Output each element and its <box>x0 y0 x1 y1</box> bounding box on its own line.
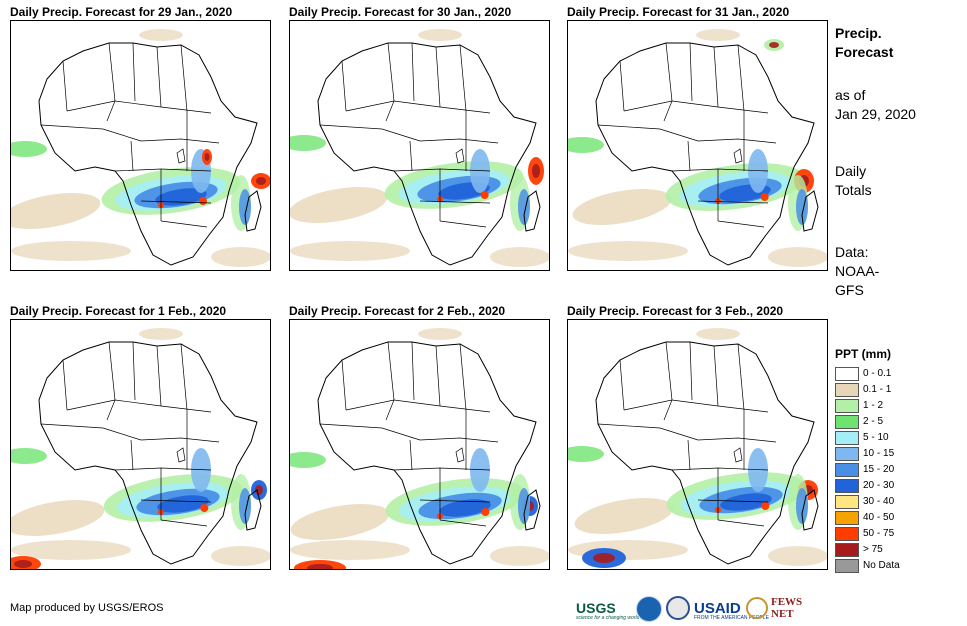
legend-label: 1 - 2 <box>863 400 884 411</box>
as-of-date: as of Jan 29, 2020 <box>835 87 916 122</box>
legend-swatch <box>835 479 859 493</box>
legend-swatch <box>835 367 859 381</box>
legend-label: 50 - 75 <box>863 528 895 539</box>
panel-title-2: Daily Precip. Forecast for 30 Jan., 2020 <box>289 5 512 19</box>
panel-title-1: Daily Precip. Forecast for 29 Jan., 2020 <box>10 5 233 19</box>
legend-swatch <box>835 447 859 461</box>
legend-swatch <box>835 511 859 525</box>
legend-swatch <box>835 543 859 557</box>
daily-totals: Daily Totals <box>835 163 872 198</box>
legend-label: No Data <box>863 560 900 571</box>
legend-swatch <box>835 463 859 477</box>
seal-logo-icon <box>666 596 690 620</box>
legend-label: 10 - 15 <box>863 448 895 459</box>
legend-swatch <box>835 415 859 429</box>
logos: USGS science for a changing world USAID … <box>576 593 826 623</box>
fews-net-mark-icon <box>746 597 768 619</box>
data-source: Data: NOAA- GFS <box>835 244 880 298</box>
fews-net-logo: FEWS NET <box>771 596 803 620</box>
legend-label: 15 - 20 <box>863 464 895 475</box>
legend-label: 40 - 50 <box>863 512 895 523</box>
legend-label: 5 - 10 <box>863 432 889 443</box>
legend-label: 0 - 0.1 <box>863 368 892 379</box>
legend-label: > 75 <box>863 544 883 555</box>
panel-title-4: Daily Precip. Forecast for 1 Feb., 2020 <box>10 304 227 318</box>
legend-title: PPT (mm) <box>835 347 892 361</box>
legend-swatch <box>835 399 859 413</box>
usgs-logo: USGS <box>576 600 616 616</box>
legend-label: 0.1 - 1 <box>863 384 892 395</box>
forecast-map-2 <box>289 20 550 271</box>
panel-title-6: Daily Precip. Forecast for 3 Feb., 2020 <box>567 304 784 318</box>
panel-title-5: Daily Precip. Forecast for 2 Feb., 2020 <box>289 304 506 318</box>
legend-swatch <box>835 383 859 397</box>
legend-label: 20 - 30 <box>863 480 895 491</box>
legend-label: 2 - 5 <box>863 416 884 427</box>
usaid-logo: USAID <box>694 599 741 617</box>
legend-swatch <box>835 559 859 573</box>
usaid-tagline: FROM THE AMERICAN PEOPLE <box>694 615 769 621</box>
forecast-map-1 <box>10 20 271 271</box>
forecast-map-5 <box>289 319 550 570</box>
side-title: Precip. Forecast <box>835 25 894 60</box>
forecast-map-4 <box>10 319 271 570</box>
legend-label: 30 - 40 <box>863 496 895 507</box>
legend-swatch <box>835 495 859 509</box>
legend-swatch <box>835 527 859 541</box>
forecast-map-3 <box>567 20 828 271</box>
usgs-tagline: science for a changing world <box>576 615 640 621</box>
panel-title-3: Daily Precip. Forecast for 31 Jan., 2020 <box>567 5 790 19</box>
noaa-logo-icon <box>636 596 662 622</box>
legend-swatch <box>835 431 859 445</box>
map-credit: Map produced by USGS/EROS <box>10 602 164 614</box>
forecast-map-6 <box>567 319 828 570</box>
